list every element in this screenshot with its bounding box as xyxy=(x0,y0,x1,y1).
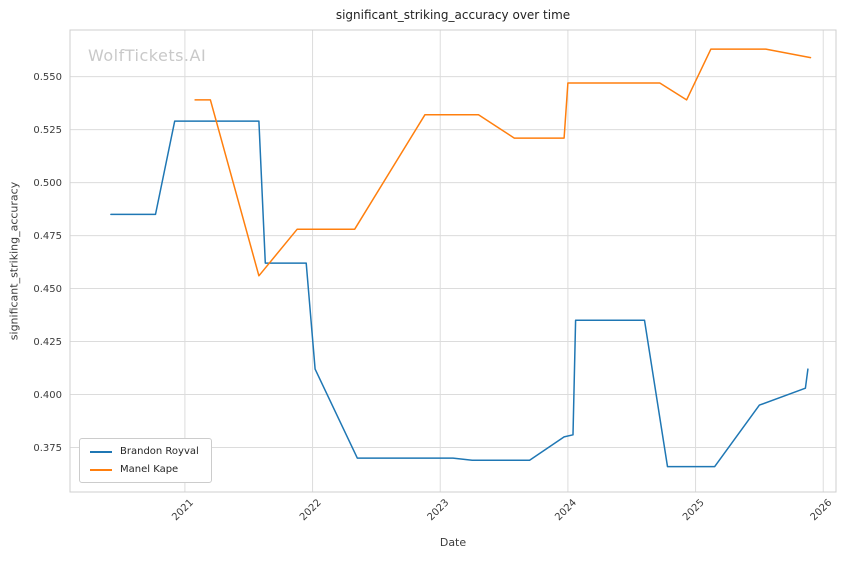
legend-label: Manel Kape xyxy=(120,464,179,475)
x-tick-label: 2021 xyxy=(170,497,196,523)
x-tick-label: 2023 xyxy=(426,497,452,523)
legend-line-swatch xyxy=(90,450,112,453)
x-tick-label: 2026 xyxy=(809,497,835,523)
series-line-2 xyxy=(194,48,812,277)
x-tick-label: 2025 xyxy=(681,497,707,523)
y-tick-label: 0.475 xyxy=(33,231,62,242)
x-tick-label: 2022 xyxy=(298,497,324,523)
legend: Brandon Royval Manel Kape xyxy=(79,438,212,483)
y-tick-label: 0.550 xyxy=(33,72,62,83)
legend-item: Brandon Royval xyxy=(90,446,199,457)
y-tick-label: 0.400 xyxy=(33,390,62,401)
y-tick-label: 0.450 xyxy=(33,284,62,295)
legend-label: Brandon Royval xyxy=(120,446,199,457)
axes-border xyxy=(69,29,837,493)
legend-item: Manel Kape xyxy=(90,464,199,475)
series-line-1 xyxy=(110,120,809,468)
watermark: WolfTickets.AI xyxy=(88,46,207,65)
x-tick-label: 2024 xyxy=(553,497,579,523)
y-tick-label: 0.525 xyxy=(33,125,62,136)
y-tick-label: 0.500 xyxy=(33,178,62,189)
y-axis-label: significant_striking_accuracy xyxy=(7,181,21,341)
y-tick-label: 0.375 xyxy=(33,443,62,454)
chart-title: significant_striking_accuracy over time xyxy=(335,8,571,22)
y-tick-label: 0.425 xyxy=(33,337,62,348)
x-axis-label: Date xyxy=(439,536,467,549)
legend-line-swatch xyxy=(90,468,112,471)
